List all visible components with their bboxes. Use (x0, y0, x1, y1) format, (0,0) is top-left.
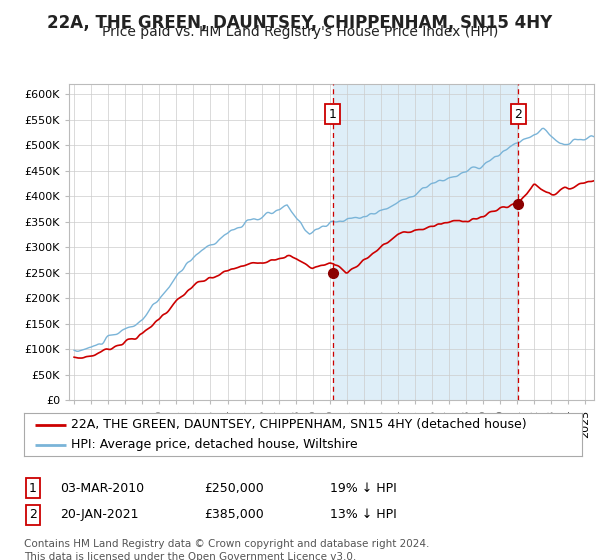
Text: 19% ↓ HPI: 19% ↓ HPI (330, 482, 397, 495)
Text: 20-JAN-2021: 20-JAN-2021 (60, 508, 139, 521)
Text: 1: 1 (29, 482, 37, 495)
Text: 22A, THE GREEN, DAUNTSEY, CHIPPENHAM, SN15 4HY (detached house): 22A, THE GREEN, DAUNTSEY, CHIPPENHAM, SN… (71, 418, 527, 431)
Bar (332, 84, 518, 400)
Text: 1: 1 (329, 108, 337, 120)
Text: 03-MAR-2010: 03-MAR-2010 (60, 482, 144, 495)
Text: 13% ↓ HPI: 13% ↓ HPI (330, 508, 397, 521)
Text: Contains HM Land Registry data © Crown copyright and database right 2024.
This d: Contains HM Land Registry data © Crown c… (24, 539, 430, 560)
Text: Price paid vs. HM Land Registry's House Price Index (HPI): Price paid vs. HM Land Registry's House … (102, 25, 498, 39)
Text: £250,000: £250,000 (204, 482, 264, 495)
Text: 2: 2 (29, 508, 37, 521)
Text: 2: 2 (514, 108, 522, 120)
Text: £385,000: £385,000 (204, 508, 264, 521)
Text: 22A, THE GREEN, DAUNTSEY, CHIPPENHAM, SN15 4HY: 22A, THE GREEN, DAUNTSEY, CHIPPENHAM, SN… (47, 14, 553, 32)
Text: HPI: Average price, detached house, Wiltshire: HPI: Average price, detached house, Wilt… (71, 438, 358, 451)
